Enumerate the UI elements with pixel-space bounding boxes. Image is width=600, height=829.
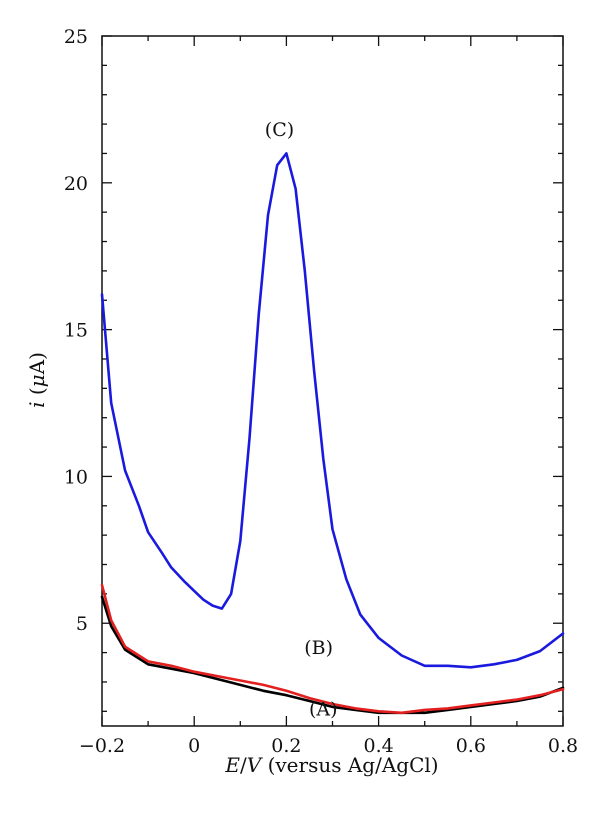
x-tick-label: 0.6: [456, 735, 486, 757]
x-tick-label: 0: [188, 735, 200, 757]
y-tick-label: 25: [64, 26, 88, 48]
x-tick-label: 0.8: [548, 735, 578, 757]
x-axis-var: E: [224, 753, 240, 777]
y-tick-label: 10: [64, 466, 88, 488]
plot-frame: [101, 35, 564, 727]
series-line-1: [100, 595, 565, 715]
y-tick-label: 15: [64, 320, 88, 342]
y-axis-close: ): [25, 352, 49, 360]
y-axis-open: (: [25, 387, 49, 401]
x-axis-unit: V: [247, 753, 264, 777]
series-annotation-label: (B): [304, 637, 333, 659]
tick-labels: −0.2 0 0.2 0.4 0.6 0.8 5 10 15 20 25: [64, 26, 578, 757]
ticks: [101, 35, 564, 726]
series-line-3: [100, 152, 565, 669]
x-axis-rest: (versus Ag/AgCl): [261, 753, 438, 777]
series-layer: [100, 152, 565, 715]
series-annotation-label: (C): [265, 119, 294, 141]
x-tick-label: 0.2: [271, 735, 301, 757]
x-tick-label: 0.4: [363, 735, 393, 757]
y-axis-unit: A: [25, 359, 49, 375]
y-tick-label: 5: [76, 613, 88, 635]
series-annotation-label: (A): [309, 699, 338, 721]
y-axis-title: i (μA): [25, 352, 49, 408]
x-axis-sep: /: [240, 753, 247, 777]
x-axis-title: E/V (versus Ag/AgCl): [224, 753, 438, 777]
annotation-layer: (A) (B) (C): [265, 119, 338, 721]
y-tick-label: 20: [64, 173, 88, 195]
x-tick-label: −0.2: [79, 735, 125, 757]
y-axis-var: i: [25, 402, 49, 408]
y-axis-mu: μ: [25, 374, 49, 387]
series-line-2: [100, 583, 565, 715]
